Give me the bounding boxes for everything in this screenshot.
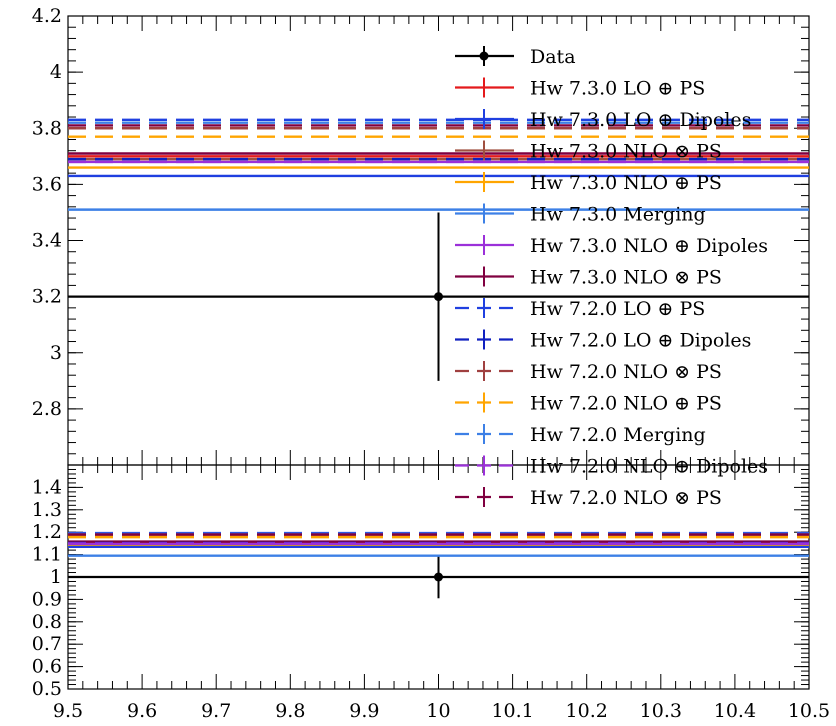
ratio-panel: 0.50.60.70.80.911.11.21.31.4 9.5 9.6 9.7 9.8…: [32, 464, 830, 722]
x-tick-label: 10.5: [788, 700, 830, 722]
x-tick-label: 9.9: [349, 700, 379, 722]
y-tick-label: 1.3: [32, 499, 62, 521]
legend-label: Hw 7.2.0 Merging: [530, 424, 706, 446]
x-tick-label: 10: [426, 700, 450, 722]
x-tick-label: 9.6: [127, 700, 157, 722]
y-tick-label: 3.8: [32, 117, 62, 139]
legend-label: Hw 7.2.0 NLO ⊕ Dipoles: [530, 456, 768, 478]
legend-label: Hw 7.2.0 NLO ⊗ PS: [530, 487, 722, 509]
data-point: [434, 572, 443, 582]
y-tick-label: 1.1: [32, 544, 62, 566]
y-tick-label: 4.2: [32, 5, 62, 27]
x-tick-label: 10.3: [640, 700, 682, 722]
y-tick-label: 1: [50, 566, 62, 588]
y-tick-label: 0.7: [32, 633, 62, 655]
legend-label: Hw 7.3.0 NLO ⊗ PS: [530, 141, 722, 163]
y-tick-label: 3.4: [32, 230, 62, 252]
y-tick-label: 3.6: [32, 173, 62, 195]
y-tick-label: 0.6: [32, 656, 62, 678]
legend-label: Hw 7.3.0 Merging: [530, 204, 706, 226]
legend-label: Hw 7.2.0 LO ⊕ PS: [530, 298, 705, 320]
legend: Data Hw 7.3.0 LO ⊕ PS Hw 7.3.0 LO ⊕ Dipole…: [455, 46, 768, 509]
x-tick-label: 9.7: [201, 700, 231, 722]
legend-label: Hw 7.3.0 LO ⊕ Dipoles: [530, 109, 751, 131]
y-tick-label: 1.2: [32, 521, 62, 543]
legend-label: Hw 7.3.0 NLO ⊗ PS: [530, 267, 722, 289]
main-panel: 2.8 3 3.2 3.4 3.6 3.8 4 4.2: [32, 5, 810, 466]
legend-label: Hw 7.3.0 NLO ⊕ Dipoles: [530, 235, 768, 257]
y-tick-label: 4: [50, 61, 62, 83]
y-tick-label: 0.9: [32, 588, 62, 610]
y-tick-label: 0.5: [32, 678, 62, 700]
legend-marker: [479, 51, 489, 61]
x-tick-label: 10.1: [491, 700, 533, 722]
y-tick-label: 1.4: [32, 476, 62, 498]
legend-label: Data: [530, 46, 576, 68]
x-tick-label: 9.8: [275, 700, 305, 722]
y-tick-label: 0.8: [32, 611, 62, 633]
data-point: [434, 292, 443, 302]
x-tick-label: 10.4: [714, 700, 756, 722]
legend-label: Hw 7.2.0 NLO ⊗ PS: [530, 361, 722, 383]
y-tick-label: 2.8: [32, 398, 62, 420]
x-tick-label: 10.2: [566, 700, 608, 722]
legend-label: Hw 7.3.0 LO ⊕ PS: [530, 78, 705, 100]
legend-label: Hw 7.2.0 NLO ⊕ PS: [530, 393, 722, 415]
x-tick-label: 9.5: [53, 700, 83, 722]
y-tick-label: 3: [50, 342, 62, 364]
legend-label: Hw 7.3.0 NLO ⊕ PS: [530, 172, 722, 194]
legend-label: Hw 7.2.0 LO ⊕ Dipoles: [530, 330, 751, 352]
y-tick-label: 3.2: [32, 286, 62, 308]
